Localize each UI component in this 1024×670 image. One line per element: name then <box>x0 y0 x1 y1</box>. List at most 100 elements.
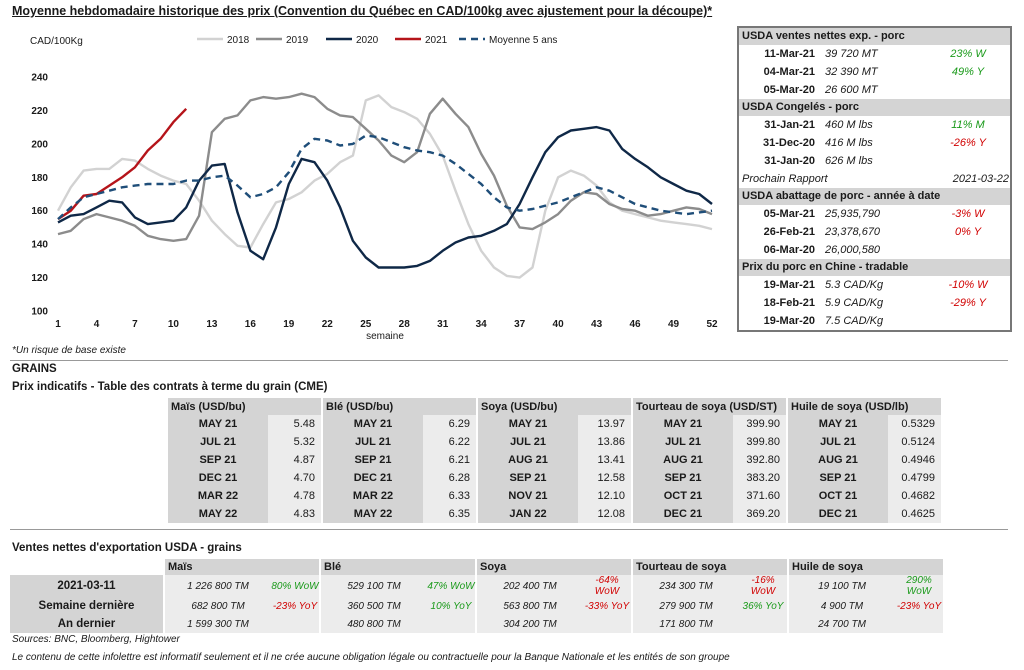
panel-row-date: 31-Jan-20 <box>764 155 815 167</box>
legend-label: 2018 <box>227 35 250 46</box>
futures-column-header: Soya (USD/bu) <box>478 398 631 415</box>
y-tick-label: 240 <box>31 73 48 84</box>
contract-month: SEP 21 <box>168 451 268 469</box>
contract-price: 4.70 <box>268 469 321 487</box>
contract-price: 5.32 <box>268 433 321 451</box>
futures-row: MAY 21 5.48 MAY 21 6.29 MAY 21 13.97 MAY 21 399… <box>168 415 941 433</box>
panel-row-value: 23,378,670 <box>825 226 881 238</box>
contract-month: OCT 21 <box>788 487 888 505</box>
y-axis-label: CAD/100Kg <box>30 36 83 47</box>
y-tick-label: 120 <box>31 273 48 284</box>
sources: Sources: BNC, Bloomberg, Hightower <box>12 634 180 645</box>
exports-corner <box>10 559 163 575</box>
contract-month: MAR 22 <box>168 487 268 505</box>
exports-change: -23% YoY <box>271 597 319 615</box>
contract-price: 6.35 <box>423 505 476 523</box>
panel-row: 26-Feb-21 23,378,670 0% Y <box>739 223 1010 241</box>
panel-row-change: 23% W <box>950 48 986 60</box>
futures-column-header: Maïs (USD/bu) <box>168 398 321 415</box>
series-line-2019 <box>57 92 713 243</box>
panel-row-change <box>933 152 1003 170</box>
panel-section-header: USDA Congelés - porc <box>739 99 1010 116</box>
grains-section-title: GRAINS <box>12 363 57 375</box>
next-report-row: Prochain Rapport 2021-03-22 <box>739 170 1010 188</box>
series-line-moyenne-5-ans <box>57 134 713 220</box>
x-tick-label: 25 <box>360 319 372 330</box>
contract-month: AUG 21 <box>478 451 578 469</box>
panel-row-value: 26 600 MT <box>825 84 878 96</box>
x-tick-label: 31 <box>437 319 449 330</box>
exports-change <box>427 615 475 633</box>
panel-row: 31-Dec-20 416 M lbs -26% Y <box>739 134 1010 152</box>
contract-month: MAY 21 <box>633 415 733 433</box>
exports-volume: 360 500 TM <box>321 597 427 615</box>
panel-row: 06-Mar-20 26,000,580 <box>739 241 1010 259</box>
panel-row: 04-Mar-21 32 390 MT 49% Y <box>739 63 1010 81</box>
exports-change: -23% YoY <box>895 597 943 615</box>
y-tick-label: 220 <box>31 106 48 117</box>
panel-row: 05-Mar-20 26 600 MT <box>739 81 1010 99</box>
panel-row-change: -26% Y <box>950 137 986 149</box>
exports-volume: 529 100 TM <box>321 575 427 597</box>
y-tick-label: 180 <box>31 173 48 184</box>
panel-row-date: 19-Mar-21 <box>763 279 815 291</box>
exports-volume: 202 400 TM <box>477 575 583 597</box>
contract-month: DEC 21 <box>633 505 733 523</box>
panel-row-value: 5.9 CAD/Kg <box>825 297 884 309</box>
contract-price: 13.97 <box>578 415 631 433</box>
contract-month: JUL 21 <box>478 433 578 451</box>
contract-month: NOV 21 <box>478 487 578 505</box>
contract-price: 0.4799 <box>888 469 941 487</box>
contract-price: 6.29 <box>423 415 476 433</box>
exports-change: -33% YoY <box>583 597 631 615</box>
exports-change: 10% YoY <box>427 597 475 615</box>
contract-price: 4.87 <box>268 451 321 469</box>
contract-month: DEC 21 <box>788 505 888 523</box>
panel-row-date: 06-Mar-20 <box>763 244 815 256</box>
panel-section-header: USDA abattage de porc - année à date <box>739 188 1010 205</box>
futures-column-header: Tourteau de soya (USD/ST) <box>633 398 786 415</box>
panel-row-change <box>933 241 1003 259</box>
exports-row: Semaine dernière 682 800 TM -23% YoY 360 50… <box>10 597 943 615</box>
panel-section-header: USDA ventes nettes exp. - porc <box>739 28 1010 45</box>
contract-price: 6.28 <box>423 469 476 487</box>
exports-row-label: An dernier <box>10 615 163 633</box>
contract-month: AUG 21 <box>788 451 888 469</box>
contract-price: 0.4946 <box>888 451 941 469</box>
x-tick-label: 43 <box>591 319 603 330</box>
pork-stats-panel: USDA ventes nettes exp. - porc 11-Mar-21 3… <box>737 26 1012 332</box>
series-line-2018 <box>56 94 713 279</box>
exports-row-label: Semaine dernière <box>10 597 163 615</box>
exports-change: 80% WoW <box>271 575 319 597</box>
x-tick-label: 49 <box>668 319 680 330</box>
panel-row-change: -10% W <box>948 279 988 291</box>
contract-month: DEC 21 <box>168 469 268 487</box>
contract-month: MAY 21 <box>788 415 888 433</box>
panel-row: 05-Mar-21 25,935,790 -3% W <box>739 205 1010 223</box>
contract-price: 0.5124 <box>888 433 941 451</box>
panel-row-change: 49% Y <box>951 66 985 78</box>
futures-table: Maïs (USD/bu) Blé (USD/bu) Soya (USD/bu) To… <box>168 398 941 523</box>
contract-price: 4.83 <box>268 505 321 523</box>
x-tick-label: 28 <box>399 319 411 330</box>
legend-label: Moyenne 5 ans <box>489 35 557 46</box>
exports-volume: 1 599 300 TM <box>165 615 271 633</box>
panel-row-date: 11-Mar-21 <box>764 48 815 60</box>
contract-price: 12.58 <box>578 469 631 487</box>
y-tick-label: 140 <box>31 240 48 251</box>
legend-label: 2021 <box>425 35 448 46</box>
panel-row-value: 39 720 MT <box>825 48 878 60</box>
exports-table: Maïs Blé Soya Tourteau de soya Huile de soya… <box>10 559 943 633</box>
exports-volume: 4 900 TM <box>789 597 895 615</box>
panel-row-change: -3% W <box>951 208 985 220</box>
panel-row-date: 26-Feb-21 <box>763 226 815 238</box>
exports-change: 290% WoW <box>895 575 943 597</box>
panel-row: 31-Jan-21 460 M lbs 11% M <box>739 116 1010 134</box>
panel-row: 11-Mar-21 39 720 MT 23% W <box>739 45 1010 63</box>
exports-volume: 234 300 TM <box>633 575 739 597</box>
contract-price: 6.21 <box>423 451 476 469</box>
contract-price: 13.86 <box>578 433 631 451</box>
exports-change: 36% YoY <box>739 597 787 615</box>
contract-month: MAY 22 <box>168 505 268 523</box>
exports-change <box>271 615 319 633</box>
